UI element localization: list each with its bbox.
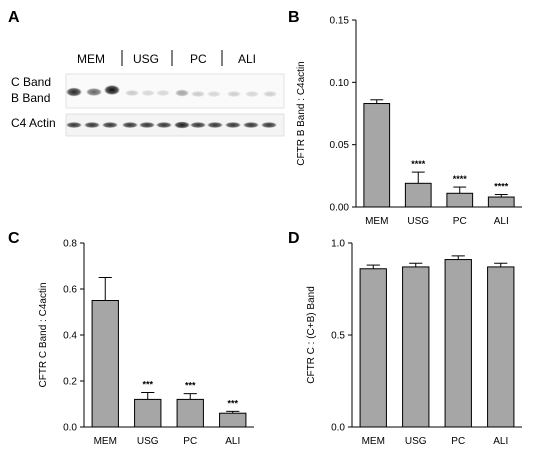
blot-group-label-mem: MEM <box>77 52 105 66</box>
blot-band <box>104 85 120 95</box>
blot-row-label-c-band: C Band <box>11 75 51 89</box>
bar-pc <box>176 398 204 428</box>
x-tick-label: PC <box>453 216 467 227</box>
chart-c: 0.0 0.2 0.4 0.6 0.8 CFTR C Band : C4actin MEM *… <box>38 239 254 447</box>
x-tick-label: USG <box>405 436 427 447</box>
significance-marker: *** <box>185 381 196 391</box>
bar-ali <box>219 412 247 428</box>
panel-letter-d: D <box>288 230 300 247</box>
x-tick-label: PC <box>451 436 465 447</box>
blot-row-label-c4-actin: C4 Actin <box>11 116 56 130</box>
blot-band <box>156 90 170 96</box>
y-axis-title: CFTR B Band : C4actin <box>296 61 307 165</box>
blot-band <box>174 121 190 129</box>
blot-band <box>261 122 277 128</box>
significance-marker: **** <box>453 174 468 184</box>
chart-d: 0.0 0.5 1.0 CFTR C : (C+B) Band MEM USG PC ALI <box>306 239 522 447</box>
blot-group-label-usg: USG <box>133 52 159 66</box>
bar-pc <box>446 192 474 208</box>
bar-usg <box>404 182 432 208</box>
y-tick-label: 1.0 <box>331 239 345 250</box>
significance-marker: *** <box>142 380 153 390</box>
chart-b: 0.00 0.05 0.10 0.15 CFTR B Band : C4actin MEM… <box>296 16 522 227</box>
blot-band <box>207 91 221 97</box>
y-tick-label: 0.4 <box>63 331 77 342</box>
y-tick-label: 0.15 <box>330 16 350 27</box>
y-tick-label: 0.05 <box>330 140 350 151</box>
x-tick-label: MEM <box>365 216 388 227</box>
bar-mem <box>359 268 387 428</box>
significance-marker: *** <box>227 398 238 408</box>
blot-band <box>243 122 259 128</box>
blot-band <box>86 88 102 96</box>
bar-pc <box>444 259 472 428</box>
blot-band <box>156 122 172 128</box>
blot-band <box>141 90 155 96</box>
blot-band <box>191 91 205 97</box>
significance-marker: **** <box>494 182 509 192</box>
bar-usg <box>402 266 430 428</box>
x-tick-label: MEM <box>94 436 117 447</box>
y-tick-label: 0.5 <box>331 331 345 342</box>
western-blot: MEM USG PC ALI C Band B Band C4 Actin <box>11 50 285 137</box>
y-tick-label: 0.10 <box>330 78 350 89</box>
panel-letter-c: C <box>8 230 20 247</box>
blot-band <box>263 91 277 97</box>
y-tick-label: 0.2 <box>63 377 77 388</box>
actin-bands <box>66 121 277 129</box>
blot-band <box>190 122 206 128</box>
x-tick-label: ALI <box>494 216 509 227</box>
blot-band <box>84 122 100 128</box>
bar-mem <box>91 300 119 428</box>
blot-strip-cb <box>65 73 285 109</box>
blot-band <box>139 122 155 128</box>
x-tick-label: PC <box>183 436 197 447</box>
x-tick-label: MEM <box>362 436 385 447</box>
y-axis-title: CFTR C : (C+B) Band <box>306 286 317 384</box>
bar-usg <box>134 398 162 428</box>
blot-band <box>122 122 138 128</box>
blot-band <box>225 122 241 128</box>
y-tick-label: 0.0 <box>331 423 345 434</box>
x-tick-label: ALI <box>225 436 240 447</box>
blot-group-label-pc: PC <box>190 52 207 66</box>
y-tick-label: 0.0 <box>63 423 77 434</box>
blot-band <box>66 122 82 128</box>
x-tick-label: ALI <box>493 436 508 447</box>
blot-row-label-b-band: B Band <box>11 91 50 105</box>
blot-group-label-ali: ALI <box>238 52 256 66</box>
bar-ali <box>487 266 515 428</box>
c-b-bands <box>66 85 277 97</box>
blot-band <box>66 87 82 97</box>
x-tick-label: USG <box>137 436 159 447</box>
blot-band <box>102 122 118 128</box>
panel-letter-b: B <box>288 9 300 26</box>
blot-band <box>245 91 259 97</box>
y-axis-title: CFTR C Band : C4actin <box>38 282 49 387</box>
y-tick-label: 0.8 <box>63 239 77 250</box>
y-tick-label: 0.6 <box>63 285 77 296</box>
y-tick-label: 0.00 <box>330 203 350 214</box>
significance-marker: **** <box>411 159 426 169</box>
bar-mem <box>363 103 391 208</box>
blot-band <box>125 90 139 96</box>
bar-ali <box>487 196 515 208</box>
blot-band <box>175 89 189 97</box>
panel-letter-a: A <box>8 9 20 26</box>
blot-band <box>227 91 241 97</box>
x-tick-label: USG <box>407 216 429 227</box>
blot-band <box>207 122 223 128</box>
